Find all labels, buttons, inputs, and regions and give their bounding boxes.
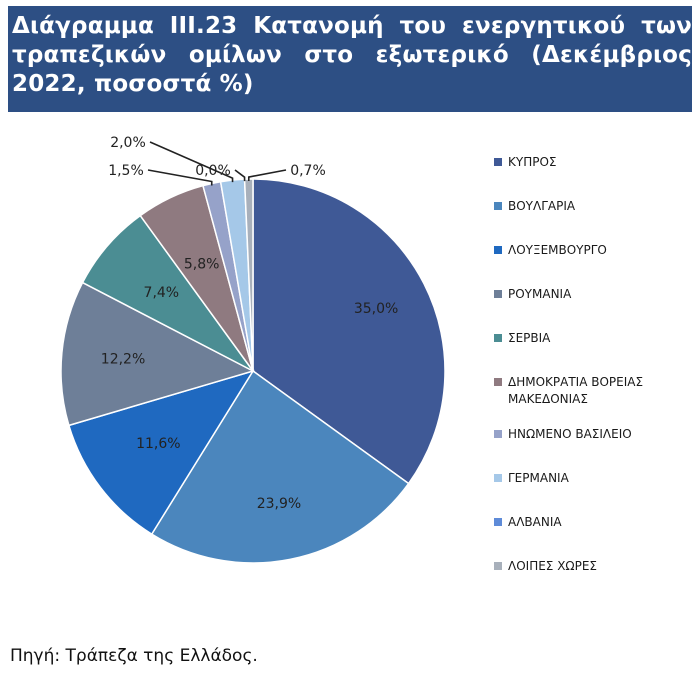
legend-swatch-λουξεμβουργο bbox=[494, 246, 502, 254]
legend-label-λουξεμβουργο: ΛΟΥΞΕΜΒΟΥΡΓΟ bbox=[508, 243, 607, 257]
legend-label-βουλγαρια: ΒΟΥΛΓΑΡΙΑ bbox=[508, 199, 576, 213]
data-label-σερβια: 7,4% bbox=[144, 285, 180, 301]
data-labels: 35,0% 23,9% 11,6% 12,2% 7,4%5,8% 1,5% 2,0% 0,0%… bbox=[101, 135, 399, 512]
legend-swatch-κυπρος bbox=[494, 158, 502, 166]
data-label-αλβανια: 0,0% bbox=[195, 163, 231, 179]
data-label-ηνωμενο-βασιλειο: 1,5% bbox=[108, 163, 144, 179]
legend-label-σερβια: ΣΕΡΒΙΑ bbox=[508, 331, 551, 345]
legend-label-αλβανια: ΑΛΒΑΝΙΑ bbox=[508, 515, 562, 529]
pie-chart: 35,0% 23,9% 11,6% 12,2% 7,4%5,8% 1,5% 2,0% 0,0%… bbox=[60, 135, 643, 573]
legend-swatch-αλβανια bbox=[494, 518, 502, 526]
pie-slices bbox=[60, 178, 446, 564]
legend-swatch-βουλγαρια bbox=[494, 202, 502, 210]
legend-label-ρουμανια: ΡΟΥΜΑΝΙΑ bbox=[508, 287, 572, 301]
data-label-δημοκρατια-βορειας-μακεδονιας: 5,8% bbox=[184, 257, 220, 273]
leader-line-γερμανια bbox=[149, 141, 234, 183]
legend-label-γερμανια: ΓΕΡΜΑΝΙΑ bbox=[508, 471, 570, 485]
legend-swatch-ηνωμενο-βασιλειο bbox=[494, 430, 502, 438]
data-label-γερμανια: 2,0% bbox=[110, 135, 146, 151]
data-label-λουξεμβουργο: 11,6% bbox=[136, 436, 180, 452]
leader-lines bbox=[147, 141, 287, 186]
title-bar: Διάγραμμα ΙΙΙ.23 Κατανομή του ενεργητικο… bbox=[8, 6, 692, 112]
legend-swatch-γερμανια bbox=[494, 474, 502, 482]
source-note: Πηγή: Τράπεζα της Ελλάδος. bbox=[10, 646, 258, 666]
legend-swatch-ρουμανια bbox=[494, 290, 502, 298]
leader-line-αλβανια bbox=[234, 169, 246, 182]
pie-slice-ρουμανια bbox=[60, 281, 255, 427]
data-label-λοιπες-χωρες: 0,7% bbox=[290, 163, 326, 179]
legend-label-δημοκρατια-βορειας-μακεδονιας: ΔΗΜΟΚΡΑΤΙΑ ΒΟΡΕΙΑΣ ΜΑΚΕΔΟΝΙΑΣ bbox=[508, 375, 643, 406]
chart-title: Διάγραμμα ΙΙΙ.23 Κατανομή του ενεργητικο… bbox=[12, 13, 692, 97]
data-label-ρουμανια: 12,2% bbox=[101, 352, 145, 368]
legend-swatch-λοιπες-χωρες bbox=[494, 562, 502, 570]
data-label-βουλγαρια: 23,9% bbox=[257, 496, 301, 512]
leader-line-λοιπες-χωρες bbox=[247, 169, 287, 182]
legend-swatch-δημοκρατια-βορειας-μακεδονιας bbox=[494, 378, 502, 386]
legend-label-λοιπες-χωρες: ΛΟΙΠΕΣ ΧΩΡΕΣ bbox=[508, 559, 597, 573]
chart-area: 35,0% 23,9% 11,6% 12,2% 7,4% 5,8% 1,5% 2,0% 0,0%… bbox=[8, 118, 692, 630]
pie-slice-βουλγαρια bbox=[150, 369, 410, 564]
pie-slice-λουξεμβουργο bbox=[67, 369, 255, 536]
data-label-κυπρος: 35,0% bbox=[354, 301, 398, 317]
legend: ΚΥΠΡΟΣ ΒΟΥΛΓΑΡΙΑ ΛΟΥΞΕΜΒΟΥΡΓΟ ΡΟΥΜΑΝΙΑ ΣΕΡΒΙ… bbox=[494, 155, 643, 573]
legend-label-ηνωμενο-βασιλειο: ΗΝΩΜΕΝΟ ΒΑΣΙΛΕΙΟ bbox=[508, 427, 632, 441]
legend-label-κυπρος: ΚΥΠΡΟΣ bbox=[508, 155, 557, 169]
legend-swatch-σερβια bbox=[494, 334, 502, 342]
leader-line-ηνωμενο-βασιλειο bbox=[147, 169, 213, 186]
pie-slice-κυπρος bbox=[252, 178, 446, 485]
